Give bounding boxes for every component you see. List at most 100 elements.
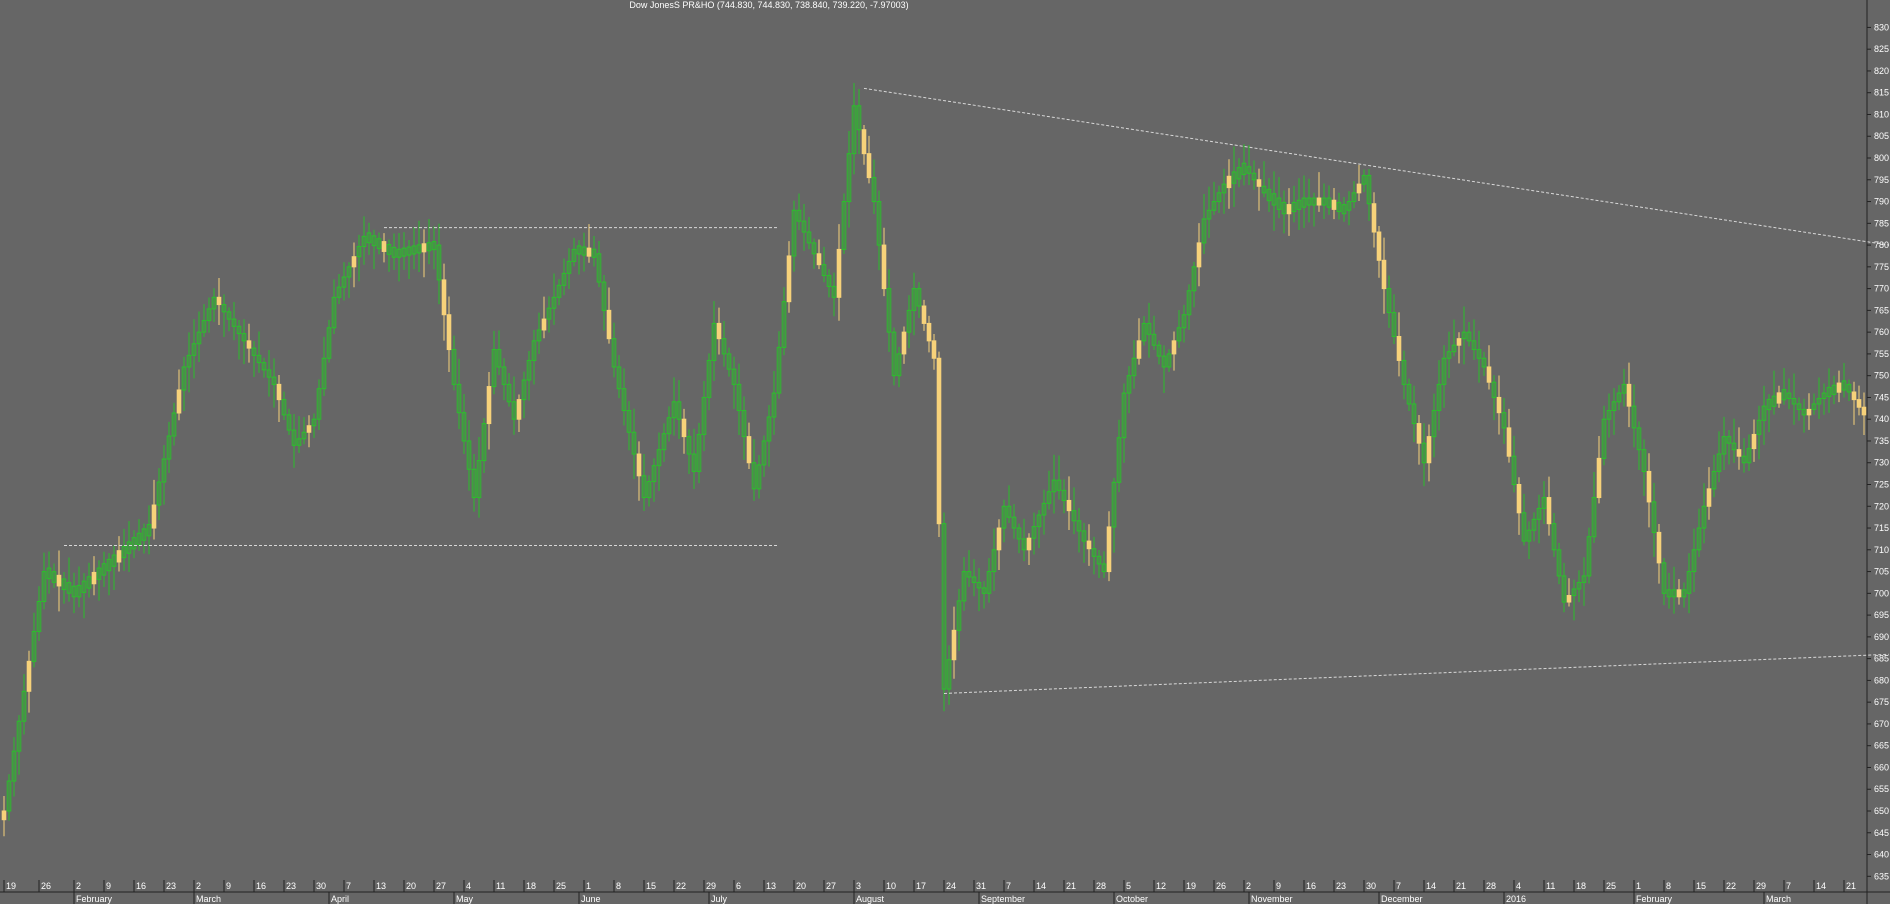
candle-body [46,567,52,580]
candle-body [281,399,287,416]
candle-body [211,296,217,310]
candle [316,379,322,431]
candle-body [536,329,542,342]
y-tick-label: 820 [1874,66,1889,76]
candle [1616,385,1622,411]
candle [1656,524,1662,584]
candle-body [111,554,117,567]
candle [1601,405,1607,466]
candle-body [1751,433,1757,450]
candle-body [1646,470,1652,503]
candle [251,341,257,377]
candle-body [806,231,812,244]
candle-body [336,286,342,298]
candle-body [156,481,162,506]
candle-body [1711,470,1717,490]
candle [1756,405,1762,460]
candle-body [451,349,457,385]
candle [1016,523,1022,554]
candle [471,453,477,512]
candle-body [376,238,382,250]
candle-body [1846,383,1852,393]
candle [161,445,167,505]
candle-body [471,468,477,499]
candle [736,363,742,435]
candle-body [1086,540,1092,550]
candle-body [1081,530,1087,542]
candle-body [1296,199,1302,210]
candle [1106,511,1112,582]
x-day-label: 16 [136,881,146,891]
candle-body [1556,549,1562,577]
candle-body [201,320,207,333]
candle-body [966,571,972,578]
candle [876,190,882,271]
candle-body [1116,437,1122,483]
candle [1191,261,1197,308]
y-tick-label: 660 [1874,762,1889,772]
candle-body [1766,398,1772,411]
candle [1251,160,1257,190]
trend-line [943,653,1890,694]
candle [256,331,262,373]
x-day-label: 21 [1066,881,1076,891]
x-day-label: 28 [1096,881,1106,891]
candle-body [1051,479,1057,493]
candle [336,274,342,305]
candle [1216,185,1222,213]
candle [1421,423,1427,487]
candle [941,512,947,712]
x-month-label: August [856,894,885,904]
candle [386,239,392,272]
candle-body [476,460,482,499]
candle-body [1291,201,1297,213]
candle-body [921,305,927,324]
y-tick-label: 695 [1874,610,1889,620]
candle-body [1456,338,1462,346]
candle-body [1331,199,1337,210]
candle-body [146,524,152,537]
candle-body [1106,526,1112,573]
candle-body [426,242,432,252]
candle-body [1546,497,1552,525]
candle-body [1216,192,1222,203]
candle-body [1676,589,1682,598]
candle-body [1071,510,1077,522]
candle [516,394,522,433]
candle-body [1011,516,1017,529]
candle [1181,304,1187,343]
candle-body [1656,531,1662,564]
candle-body [566,260,572,274]
candle [461,394,467,454]
candle-body [1721,436,1727,455]
x-day-label: 11 [496,881,505,891]
candle-body [616,366,622,390]
candle [1206,186,1212,238]
candle-body [191,343,197,356]
candle-body [321,357,327,390]
candle-body [851,105,857,155]
candle-body [726,353,732,370]
candle-body [916,288,922,307]
x-month-label: May [456,894,474,904]
x-day-label: 22 [676,881,686,891]
candle [996,519,1002,571]
candle [1631,384,1637,448]
candle [1821,383,1827,415]
candle-body [1361,174,1367,185]
candle [1441,345,1447,408]
candle-body [511,401,517,420]
candle-body [1596,457,1602,499]
candle [1731,418,1737,463]
candle [986,558,992,603]
x-day-label: 1 [586,881,591,891]
candle [1211,181,1217,215]
candle-body [1266,188,1272,202]
candle-body [1121,392,1127,439]
candle-body [1256,179,1262,187]
candle [931,334,937,370]
x-month-label: October [1116,894,1148,904]
x-day-label: 29 [706,881,716,891]
candle-body [576,245,582,255]
candle [1786,378,1792,410]
